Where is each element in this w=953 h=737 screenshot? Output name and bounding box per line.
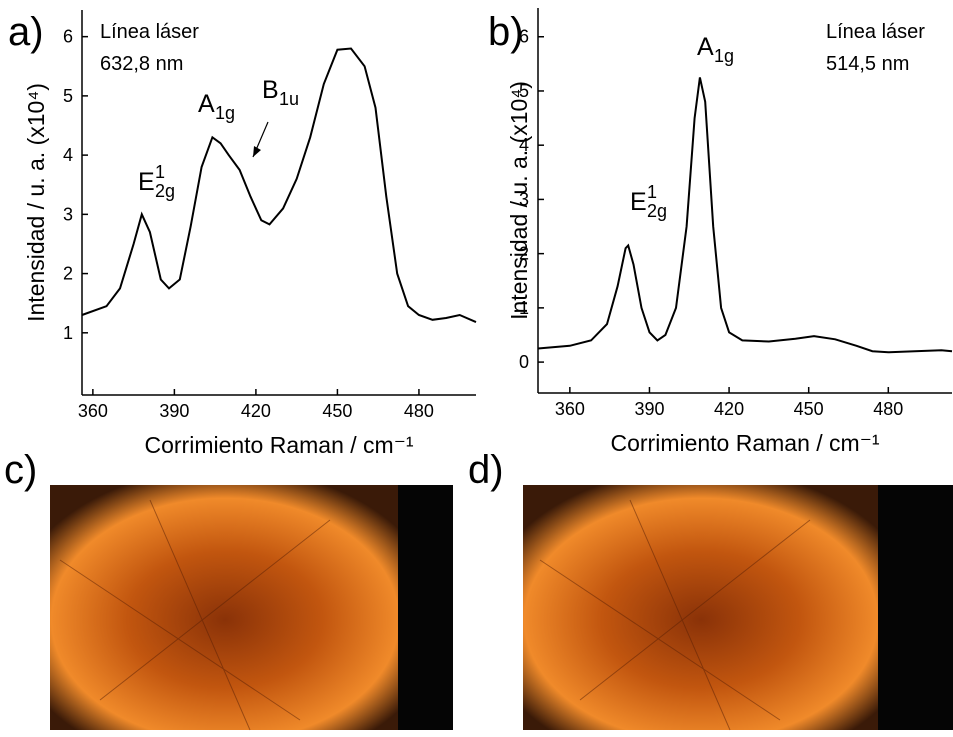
y-tick-label: 4	[63, 145, 73, 165]
laser-note: 632,8 nm	[100, 53, 183, 75]
image	[523, 485, 879, 730]
arrow-head	[253, 146, 261, 157]
y-tick-label: 5	[63, 86, 73, 106]
x-tick-label: 360	[555, 399, 585, 419]
peak-label: B1u	[262, 76, 299, 109]
y-tick-label: 3	[63, 204, 73, 224]
y-tick-label: 1	[519, 298, 529, 318]
x-tick-label: 390	[634, 399, 664, 419]
x-tick-label: 450	[322, 401, 352, 421]
y-tick-label: 0	[519, 352, 529, 372]
y-tick-label: 5	[519, 81, 529, 101]
laser-note: 514,5 nm	[826, 53, 909, 75]
y-tick-label: 6	[519, 27, 529, 47]
peak-base: A	[198, 90, 215, 118]
x-axis-label: Corrimiento Raman / cm⁻¹	[144, 432, 413, 458]
laser-note: Línea láser	[826, 21, 925, 43]
x-tick-label: 390	[159, 401, 189, 421]
x-tick-label: 360	[78, 401, 108, 421]
x-tick-label: 420	[241, 401, 271, 421]
image-mask	[398, 485, 453, 730]
laser-note: Línea láser	[100, 21, 199, 43]
peak-sub: 1u	[279, 89, 299, 109]
peak-label: E1 2g	[630, 182, 667, 221]
peak-base: E	[138, 168, 155, 196]
y-axis-label: Intensidad / u. a. (x10⁴)	[506, 81, 532, 320]
panel-label: d)	[468, 448, 504, 492]
peak-sub: 1g	[714, 46, 734, 66]
panel-label: c)	[4, 448, 37, 492]
peak-sub: 2g	[155, 181, 175, 201]
image	[50, 485, 400, 730]
y-tick-label: 2	[519, 244, 529, 264]
peak-sup: 1	[155, 162, 165, 182]
peak-sup: 1	[647, 182, 657, 202]
peak-sub: 2g	[647, 201, 667, 221]
y-tick-label: 3	[519, 189, 529, 209]
y-tick-label: 6	[63, 27, 73, 47]
micrograph-d	[523, 485, 953, 731]
spectrum-line	[537, 77, 953, 354]
y-axis-label: Intensidad / u. a. (x10⁴)	[23, 83, 49, 322]
panel-label: b)	[488, 10, 524, 54]
image-mask	[878, 485, 953, 730]
x-tick-label: 480	[404, 401, 434, 421]
peak-sub: 1g	[215, 103, 235, 123]
peak-base: E	[630, 188, 647, 216]
scratch	[59, 499, 331, 731]
scratch	[539, 499, 811, 731]
y-tick-label: 4	[519, 135, 529, 155]
y-tick-label: 1	[63, 323, 73, 343]
peak-base: A	[697, 33, 714, 61]
y-tick-label: 2	[63, 264, 73, 284]
x-axis-label: Corrimiento Raman / cm⁻¹	[610, 430, 879, 456]
x-tick-label: 450	[794, 399, 824, 419]
panel-label: a)	[8, 10, 44, 54]
x-tick-label: 420	[714, 399, 744, 419]
micrograph-c	[50, 485, 453, 731]
peak-label: A1g	[697, 33, 734, 66]
x-tick-label: 480	[873, 399, 903, 419]
peak-label: E1 2g	[138, 162, 175, 201]
peak-label: A1g	[198, 90, 235, 123]
spectrum-line	[81, 47, 477, 324]
peak-base: B	[262, 76, 279, 104]
